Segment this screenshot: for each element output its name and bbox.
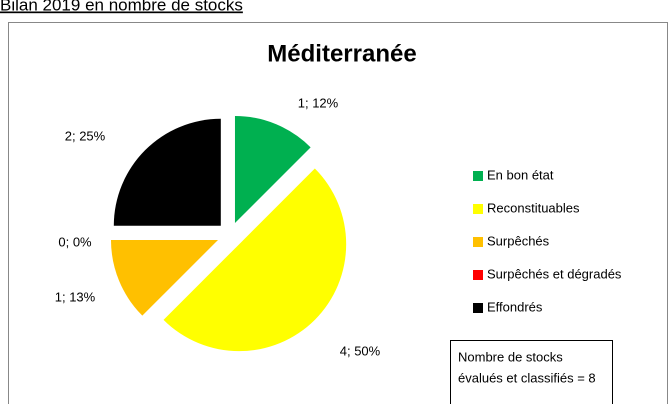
legend-swatch (473, 171, 483, 181)
data-label: 1; 12% (298, 95, 339, 110)
data-label: 2; 25% (65, 128, 106, 143)
note-line: Nombre de stocks (458, 349, 563, 364)
pie-slice (234, 115, 311, 223)
note-box (450, 340, 613, 404)
legend-label: Surpêchés (487, 233, 550, 248)
legend-label: En bon état (487, 167, 554, 182)
pie-slice (163, 168, 347, 352)
legend-swatch (473, 303, 483, 313)
chart-title: Méditerranée (267, 40, 416, 67)
data-label: 0; 0% (58, 234, 92, 249)
legend-label: Effondrés (487, 299, 543, 314)
data-label: 1; 13% (55, 289, 96, 304)
legend-label: Surpêchés et dégradés (487, 266, 622, 281)
page-header: Bilan 2019 en nombre de stocks (0, 0, 243, 14)
note-line: évalués et classifiés = 8 (458, 370, 596, 385)
legend-swatch (473, 204, 483, 214)
legend-swatch (473, 270, 483, 280)
pie-slice (110, 239, 218, 316)
data-label: 4; 50% (340, 343, 381, 358)
legend-label: Reconstituables (487, 200, 580, 215)
pie-slice (113, 118, 221, 226)
legend-swatch (473, 237, 483, 247)
